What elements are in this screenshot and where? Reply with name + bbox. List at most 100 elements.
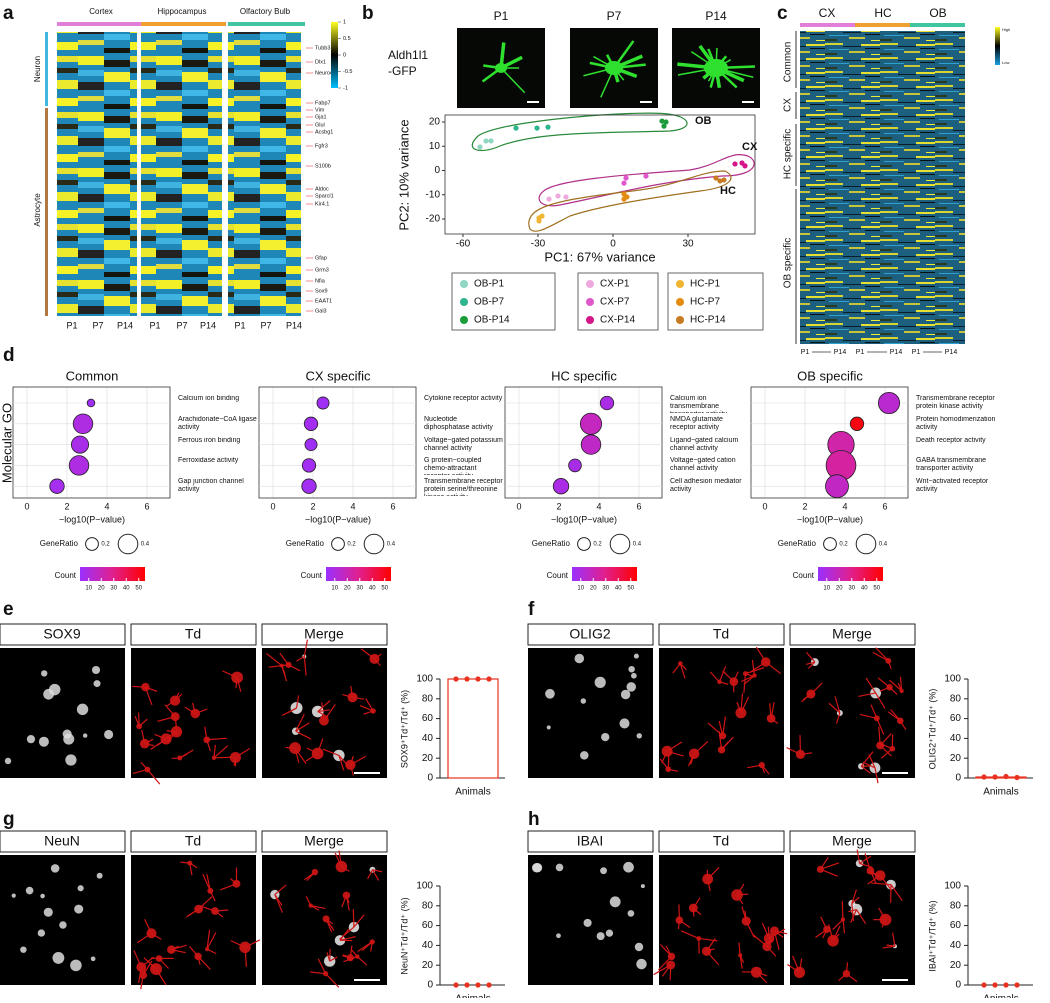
group-outline [529, 171, 731, 231]
go-term: Cell adhesion mediator activity [670, 478, 750, 494]
cell [41, 670, 47, 676]
gene-label: S100b [315, 163, 331, 169]
group-outline [472, 113, 687, 150]
micrograph [0, 648, 125, 778]
timepoint-label: P14 [200, 320, 216, 330]
go-term: Voltage−gated potassium channel activity [424, 437, 504, 453]
timepoint-label: P14 [286, 320, 302, 330]
legend-tick-label: 0.2 [101, 542, 110, 548]
term-box: Arachidonate−CoA ligase activity [178, 416, 258, 434]
x-tick-label: 2 [556, 501, 561, 511]
cell [600, 867, 607, 874]
cell-process [842, 901, 843, 919]
gene-label: Gal3 [315, 308, 327, 314]
gene-label: Sparcl1 [315, 193, 334, 199]
panel-letter: f [528, 599, 535, 620]
x-tick-label: 6 [144, 501, 149, 511]
scatter-point [534, 125, 539, 130]
go-term: Arachidonate−CoA ligase activity [178, 416, 258, 432]
cell [97, 873, 103, 879]
go-dot [305, 439, 317, 451]
row-group-label: OB specific [783, 238, 794, 289]
legend-size [856, 534, 876, 554]
legend-title: Count [55, 571, 77, 580]
heatmap-block [57, 32, 137, 316]
cell [63, 734, 74, 745]
x-tick-label: 30 [682, 239, 694, 250]
legend-size [578, 538, 591, 551]
scatter-point [732, 161, 737, 166]
column-bar [228, 22, 305, 26]
cell [91, 956, 96, 961]
x-axis-label: −log10(P−value) [551, 514, 617, 524]
go-dot [826, 475, 849, 498]
cell [12, 894, 16, 898]
cell-process [679, 920, 680, 929]
legend-label: CX-P1 [600, 279, 630, 290]
cell-process [286, 747, 295, 748]
legend-swatch [460, 280, 468, 288]
y-axis-label: NeuN⁺Td⁺/Td⁺ (%) [399, 897, 409, 974]
y-tick-label: 100 [416, 674, 433, 685]
data-point [464, 676, 469, 681]
term-box: Nucleotide diphosphatase activity [424, 416, 504, 434]
colorbar-label: High [1002, 27, 1010, 32]
x-axis-label: PC1: 67% variance [544, 249, 655, 264]
colorbar-tick-label: -0.5 [343, 69, 352, 75]
y-tick-label: 60 [950, 920, 962, 931]
term-box: Ferrous iron binding [178, 437, 258, 455]
y-tick-label: 40 [950, 940, 962, 951]
cell-process [716, 48, 717, 68]
channel-label: OLIG2 [569, 626, 610, 642]
timepoint-label: P7 [176, 320, 187, 330]
cell [74, 905, 83, 914]
cell-process [737, 894, 748, 895]
y-tick-label: 20 [950, 960, 962, 971]
y-tick-label: 40 [950, 733, 962, 744]
legend-title: GeneRatio [532, 539, 571, 548]
y-tick-label: 40 [422, 940, 434, 951]
cell [49, 684, 60, 695]
y-tick-label: 80 [950, 693, 962, 704]
go-term: G protein−coupled chemo-attractant recep… [424, 457, 504, 475]
legend-tick-label: 10 [85, 586, 92, 592]
timepoint-label: P7 [260, 320, 271, 330]
legend-tick-label: 40 [615, 586, 622, 592]
cell [20, 946, 26, 952]
legend-tick-label: 50 [135, 586, 142, 592]
y-tick-label: 20 [429, 117, 441, 128]
x-tick-label: 4 [842, 501, 847, 511]
term-box: Calcium ion binding [178, 395, 258, 413]
cell [77, 704, 88, 715]
micrograph [790, 855, 915, 985]
go-dot [317, 397, 329, 409]
go-dot [73, 414, 93, 434]
term-box: NMDA glutamate receptor activity [670, 416, 750, 434]
channel-label: NeuN [44, 833, 80, 849]
go-dot [878, 392, 899, 413]
gene-label: Aldoc [315, 186, 329, 192]
time-label: P14 [890, 349, 903, 356]
term-box: Voltage−gated cation channel activity [670, 457, 750, 475]
timepoint-label: P1 [234, 320, 245, 330]
group-label: OB [695, 115, 712, 127]
panel-title: OB specific [797, 368, 863, 383]
y-axis-label: IBAI⁺Td⁺/Td⁺ (%) [927, 900, 937, 971]
gene-label: Grm3 [315, 267, 329, 273]
cell [626, 682, 635, 691]
column-header: Olfactory Bulb [240, 7, 291, 16]
data-point [992, 982, 997, 987]
gene-label: Gja1 [315, 114, 327, 120]
scatter-point [643, 173, 648, 178]
x-axis-label: −log10(P−value) [59, 514, 125, 524]
y-tick-label: 60 [422, 713, 434, 724]
legend-tick-label: 0.2 [347, 542, 356, 548]
cell [634, 654, 639, 659]
x-tick-label: 0 [610, 239, 616, 250]
legend-title: GeneRatio [286, 539, 325, 548]
time-label: P1 [801, 349, 810, 356]
y-tick-label: 100 [944, 674, 961, 685]
data-point [475, 676, 480, 681]
cell [636, 959, 647, 970]
legend-size [118, 534, 138, 554]
